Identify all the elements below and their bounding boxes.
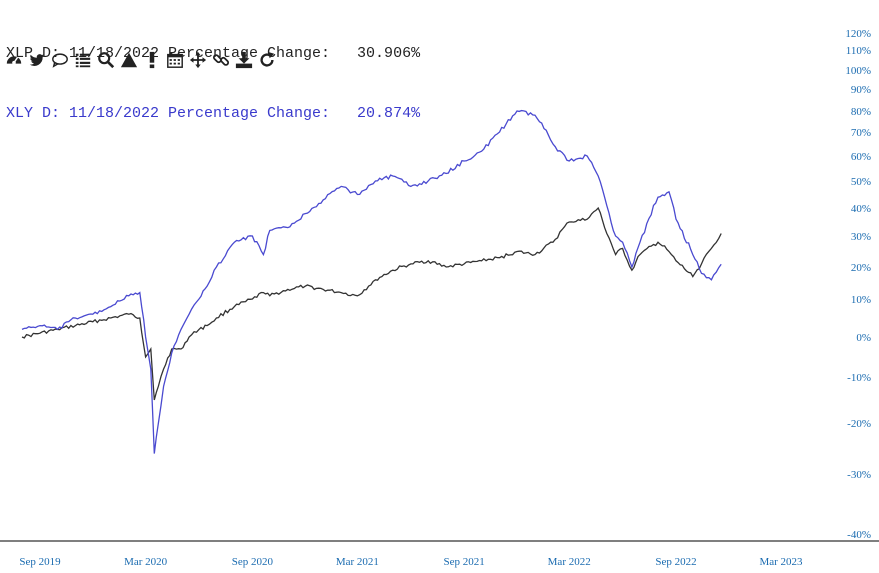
list-icon[interactable] (73, 50, 92, 69)
legend-xlp: XLP D: 11/18/2022 Percentage Change: 30.… (6, 45, 421, 62)
download-icon[interactable] (234, 50, 253, 69)
series-line-xlp (21, 206, 722, 401)
move-icon[interactable] (188, 50, 207, 69)
y-tick-label: -20% (847, 418, 871, 430)
legend-xly: XLY D: 11/18/2022 Percentage Change: 20.… (6, 105, 421, 122)
y-tick-label: 30% (851, 231, 871, 243)
twitter-icon[interactable] (27, 50, 46, 69)
y-tick-label: 90% (851, 84, 871, 96)
x-tick-label: Sep 2019 (19, 556, 61, 568)
legend: XLP D: 11/18/2022 Percentage Change: 30.… (6, 4, 420, 144)
exclamation-icon[interactable] (142, 50, 161, 69)
x-axis: Sep 2019 Mar 2020 Sep 2020 Mar 2021 Sep 2021… (0, 540, 879, 568)
y-tick-label: 80% (851, 106, 871, 118)
x-tick-label: Mar 2021 (336, 556, 379, 568)
y-tick-label: 40% (851, 203, 871, 215)
series-layer (21, 109, 722, 454)
x-tick-label: Sep 2021 (444, 556, 485, 568)
y-tick-label: -30% (847, 469, 871, 481)
y-tick-label: 120% (845, 28, 871, 40)
x-tick-label: Sep 2022 (655, 556, 696, 568)
x-tick-label: Mar 2020 (124, 556, 168, 568)
y-tick-label: 50% (851, 176, 871, 188)
y-tick-label: 0% (856, 332, 871, 344)
y-tick-label: 10% (851, 294, 871, 306)
comment-icon[interactable] (50, 50, 69, 69)
x-tick-label: Mar 2022 (548, 556, 591, 568)
calendar-icon[interactable] (165, 50, 184, 69)
triangle-icon[interactable] (119, 50, 138, 69)
link-icon[interactable] (211, 50, 230, 69)
y-tick-label: 70% (851, 127, 871, 139)
x-tick-label: Mar 2023 (759, 556, 803, 568)
y-tick-label: 110% (846, 45, 871, 57)
x-tick-label: Sep 2020 (232, 556, 274, 568)
y-tick-label: -40% (847, 529, 871, 541)
y-tick-label: 100% (845, 65, 871, 77)
dashboard-icon[interactable] (4, 50, 23, 69)
series-line-xly (21, 109, 722, 454)
y-tick-label: 60% (851, 151, 871, 163)
y-tick-label: 20% (851, 262, 871, 274)
search-icon[interactable] (96, 50, 115, 69)
refresh-icon[interactable] (257, 50, 276, 69)
y-axis: 120% 110% 100% 90% 80% 70% 60% 50% 40% 30% 20% 10% 0… (845, 28, 871, 541)
y-tick-label: -10% (847, 372, 871, 384)
toolbar (4, 50, 276, 69)
